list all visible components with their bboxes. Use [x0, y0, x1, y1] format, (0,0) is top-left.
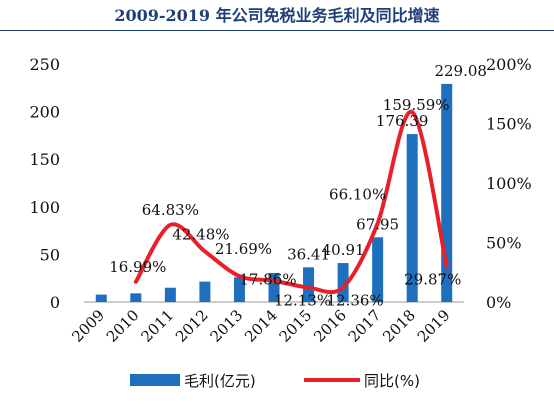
x-tick-label: 2013: [207, 306, 247, 346]
bar: [95, 294, 107, 302]
line-value-label: 42.48%: [172, 225, 229, 243]
x-tick-label: 2015: [276, 306, 316, 346]
line-value-label: 16.99%: [109, 258, 166, 276]
y-left-tick-label: 250: [29, 55, 60, 74]
title-underline: [0, 30, 554, 31]
line-value-label: 64.83%: [142, 201, 199, 219]
bar: [199, 281, 211, 302]
bar: [130, 293, 142, 302]
x-tick-label: 2010: [103, 306, 143, 346]
bar-value-label: 229.08: [434, 62, 487, 80]
x-tick-label: 2018: [379, 306, 419, 346]
bar-series-group: [95, 83, 453, 303]
y-right-tick-label: 100%: [486, 174, 532, 193]
bar-value-label: 67.95: [356, 215, 399, 233]
x-tick-label: 2012: [172, 306, 212, 346]
line-value-label: 12.13%: [274, 292, 331, 310]
legend-line-label: 同比(%): [364, 372, 420, 390]
line-value-label: 17.86%: [239, 271, 296, 289]
line-value-label: 12.36%: [326, 291, 383, 309]
line-series-group: [133, 110, 449, 295]
y-left-tick-label: 50: [40, 245, 60, 264]
x-tick-label: 2011: [137, 306, 177, 346]
y-left-tick-label: 200: [29, 103, 60, 122]
bar: [372, 237, 384, 302]
bar: [441, 83, 453, 303]
growth-line: [133, 110, 449, 295]
x-tick-label: 2017: [345, 306, 385, 346]
bar: [303, 267, 315, 302]
bar-value-label: 176.39: [376, 112, 429, 130]
x-tick-label: 2009: [68, 306, 108, 346]
y-right-tick-label: 50%: [486, 234, 522, 253]
legend-bar-label: 毛利(亿元): [184, 372, 256, 390]
line-value-label: 29.87%: [404, 270, 461, 288]
bar: [233, 277, 245, 302]
x-tick-label: 2014: [241, 306, 281, 346]
line-value-label: 21.69%: [215, 240, 272, 258]
line-value-label: 159.59%: [383, 96, 450, 114]
y-right-tick-label: 150%: [486, 115, 532, 134]
bar: [268, 272, 280, 302]
x-tick-label: 2019: [414, 306, 454, 346]
y-left-tick-label: 0: [50, 293, 60, 312]
bar-value-label: 36.41: [287, 245, 330, 263]
y-right-tick-label: 0%: [486, 293, 511, 312]
chart-title: 2009-2019 年公司免税业务毛利及同比增速: [114, 6, 440, 25]
y-right-tick-label: 200%: [486, 55, 532, 74]
bar: [406, 134, 418, 302]
bar: [164, 287, 176, 302]
legend-bar-swatch: [130, 374, 180, 386]
line-value-label: 66.10%: [329, 185, 386, 203]
bar-value-label: 40.91: [322, 241, 365, 259]
y-left-tick-label: 100: [29, 198, 60, 217]
y-left-tick-label: 150: [29, 150, 60, 169]
legend: 毛利(亿元) 同比(%): [130, 372, 420, 390]
bar: [337, 263, 349, 302]
x-tick-label: 2016: [310, 306, 350, 346]
